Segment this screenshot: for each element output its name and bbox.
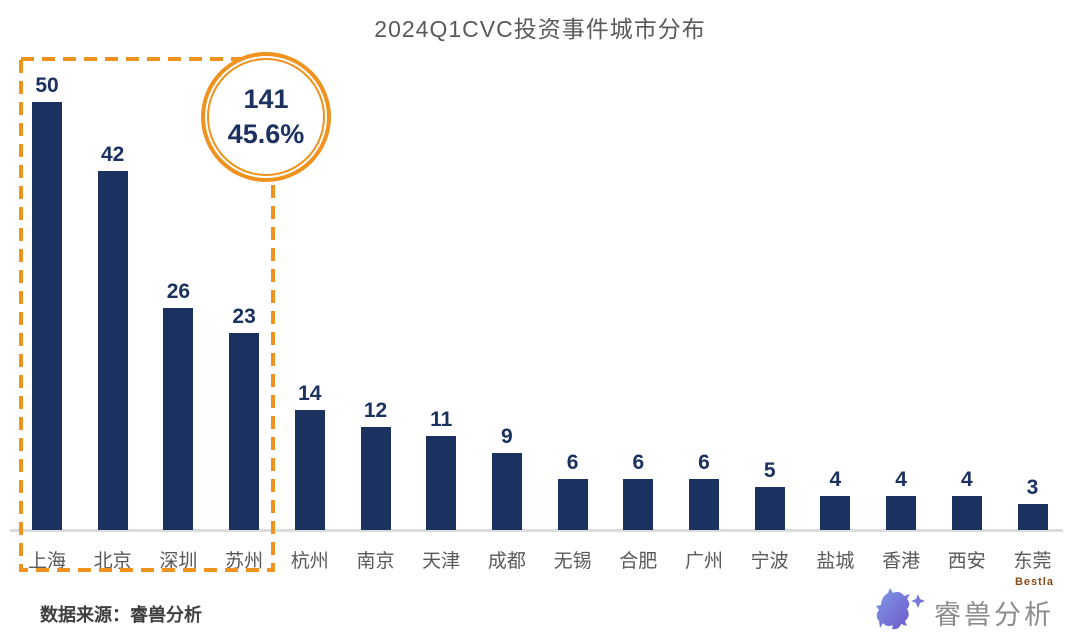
bar: [557, 479, 588, 530]
bar-value-label: 11: [430, 408, 453, 431]
x-axis-line: [10, 529, 1063, 532]
badge-inner-ring: [207, 58, 325, 176]
x-axis-label: 盐城: [816, 551, 855, 572]
bar-value-label: 14: [298, 382, 322, 405]
bar-value-label: 3: [1026, 476, 1039, 499]
total-annotation-badge: 141 45.6%: [201, 52, 331, 182]
bar: [491, 453, 522, 530]
bar-value-label: 26: [166, 280, 191, 303]
data-source-text: 数据来源：睿兽分析: [40, 605, 202, 625]
x-axis-label: 合肥: [619, 551, 658, 572]
bar-value-label: 42: [101, 143, 125, 166]
bar: [886, 496, 917, 530]
bar-value-label: 4: [960, 468, 973, 491]
bar: [623, 479, 654, 530]
bar: [426, 436, 457, 530]
bar: [32, 102, 62, 530]
bar-value-label: 6: [632, 451, 645, 474]
bar: [754, 487, 785, 530]
bar: [294, 410, 325, 530]
beast-icon: [876, 588, 925, 630]
logo-brand-text: 睿兽分析 Bestla: [934, 576, 1054, 631]
bar: [360, 427, 391, 530]
bar: [163, 308, 194, 530]
x-axis-label: 苏州: [225, 551, 264, 572]
badge-total-value: 141: [243, 83, 289, 114]
x-axis-label: 宁波: [750, 551, 789, 572]
bar: [229, 333, 260, 530]
bar-value-label: 23: [232, 305, 256, 328]
x-axis-label: 广州: [684, 551, 723, 572]
bar: [1017, 504, 1048, 530]
bar: [689, 479, 719, 530]
badge-text: 141 45.6%: [228, 82, 305, 152]
x-axis-label: 无锡: [553, 551, 592, 572]
x-axis-label: 杭州: [290, 551, 329, 572]
bar-value-label: 4: [829, 468, 842, 491]
x-axis-label: 东莞: [1013, 551, 1052, 572]
bar-value-label: 50: [35, 74, 59, 97]
x-axis-label: 北京: [93, 551, 132, 572]
bar: [820, 496, 851, 530]
bar-value-label: 6: [698, 451, 710, 474]
logo-brand-label: 睿兽分析: [934, 600, 1054, 631]
bar: [951, 496, 982, 530]
bar-value-label: 6: [566, 451, 579, 474]
x-axis-label: 成都: [487, 551, 526, 572]
x-axis-label: 天津: [422, 551, 461, 572]
x-axis-label: 上海: [27, 551, 66, 572]
logo-sub-text: Bestla: [1014, 576, 1054, 589]
badge-share-value: 45.6%: [227, 119, 305, 149]
bar-value-label: 9: [501, 425, 513, 448]
bar-value-label: 4: [895, 468, 907, 491]
bar-value-label: 5: [763, 459, 776, 482]
chart-title: 2024Q1CVC投资事件城市分布: [374, 16, 706, 42]
x-axis-label: 西安: [947, 551, 986, 572]
bar: [97, 171, 128, 530]
x-axis-label: 深圳: [159, 551, 198, 572]
x-axis-label: 南京: [356, 551, 395, 572]
brand-logo: 睿兽分析 Bestla: [874, 576, 1054, 631]
bar-value-label: 12: [363, 399, 388, 422]
x-axis-label: 香港: [882, 551, 921, 572]
